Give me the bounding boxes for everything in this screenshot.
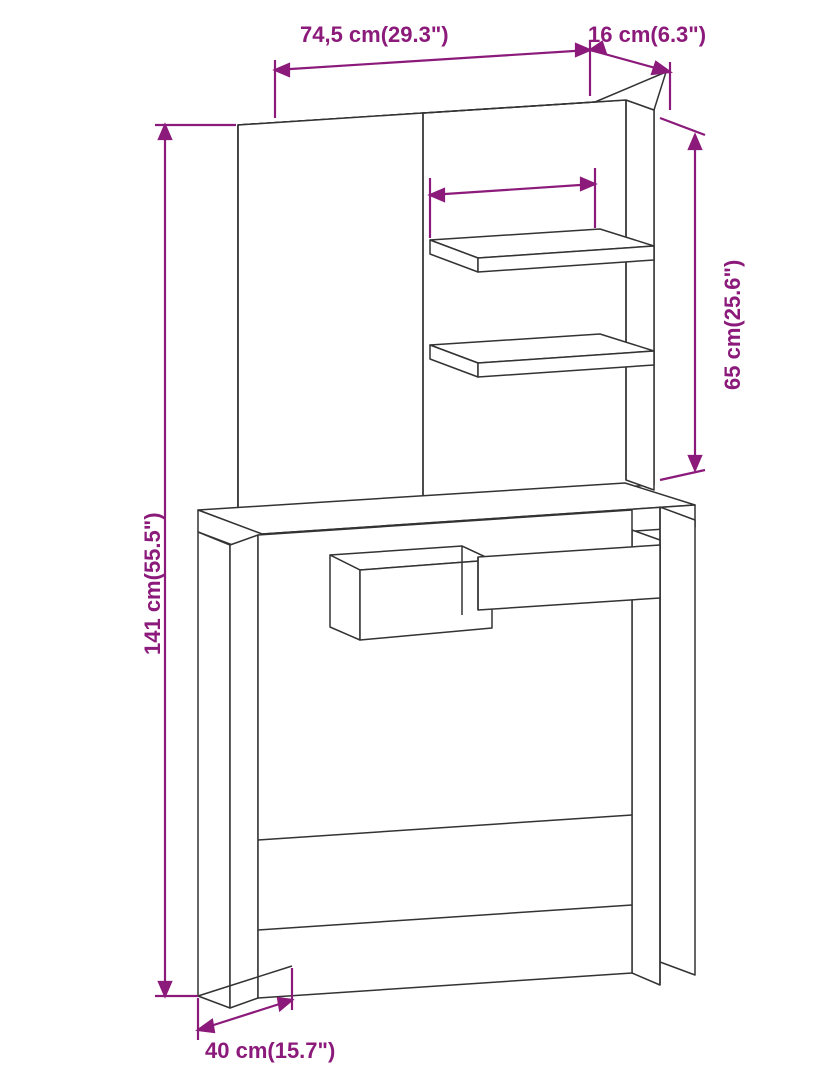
arrow (198, 1020, 214, 1032)
dim-mirror-ext-t (660, 118, 705, 135)
arrow (689, 135, 701, 149)
mirror-panel (238, 113, 423, 510)
dim-width-top-bar (275, 50, 590, 70)
drawer-right (478, 545, 660, 610)
arrow (576, 44, 590, 56)
leg-left-front (198, 532, 230, 1008)
arrow (590, 42, 606, 54)
arrow (652, 62, 670, 74)
arrow (278, 998, 292, 1010)
diagram-svg (0, 0, 830, 1080)
leg-right-outer (660, 507, 695, 975)
arrow (275, 64, 289, 76)
arrow (159, 125, 171, 139)
furniture-group (198, 72, 695, 1008)
arrow (689, 456, 701, 470)
dim-mirror-ext-b (660, 470, 705, 480)
leg-left-side (230, 535, 258, 1008)
drawer-left (330, 546, 492, 640)
upper-side-panel (626, 100, 654, 490)
diagram-canvas: 74,5 cm(29.3") 16 cm(6.3") 32 cm(12.5") … (0, 0, 830, 1080)
arrow (159, 982, 171, 996)
